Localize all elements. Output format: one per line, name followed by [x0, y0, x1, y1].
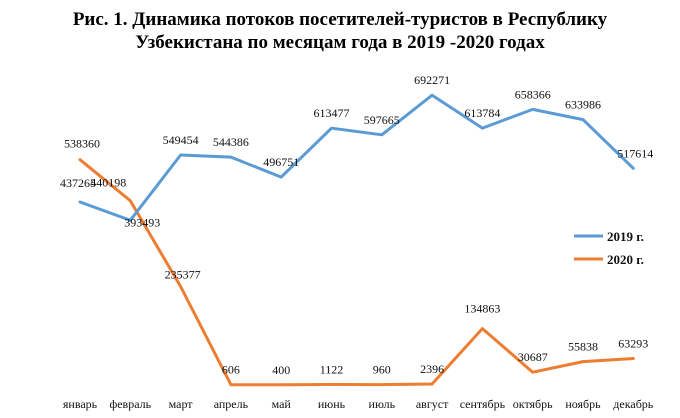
data-label: 55838: [568, 340, 598, 354]
x-tick-label: июнь: [318, 397, 346, 411]
chart-title-line-2: Узбекистана по месяцам года в 2019 -2020…: [135, 32, 545, 53]
x-tick-label: август: [416, 397, 449, 411]
x-tick-label: ноябрь: [565, 397, 601, 411]
data-label: 235377: [165, 268, 201, 282]
data-label: 538360: [64, 137, 100, 151]
x-tick-label: сентябрь: [460, 397, 506, 411]
data-label: 440198: [90, 176, 126, 190]
x-tick-label: июль: [369, 397, 396, 411]
data-label: 30687: [518, 350, 548, 364]
data-label: 613477: [314, 106, 350, 120]
x-tick-label: май: [272, 397, 292, 411]
data-label: 437265: [60, 176, 96, 190]
data-label: 517614: [617, 146, 653, 160]
legend-label: 2019 г.: [607, 229, 644, 244]
data-label: 1122: [320, 363, 344, 377]
data-label: 549454: [163, 133, 199, 147]
data-label: 134863: [464, 302, 500, 316]
x-tick-label: апрель: [214, 397, 249, 411]
data-labels: 437265 393493 549454 544386 496751 613477 5976…: [60, 73, 653, 377]
x-tick-label: октябрь: [513, 397, 553, 411]
series-line-2020: [78, 158, 635, 387]
data-label: 63293: [618, 337, 648, 351]
data-label: 400: [272, 363, 290, 377]
data-label: 597665: [364, 113, 400, 127]
chart-title: Рис. 1. Динамика потоков посетителей-тур…: [0, 8, 680, 54]
data-label: 633986: [565, 98, 601, 112]
data-label: 2396: [420, 362, 444, 376]
data-label: 606: [222, 363, 240, 377]
data-label: 658366: [515, 87, 551, 101]
series-line-2019: [78, 93, 635, 222]
x-tick-label: январь: [63, 397, 98, 411]
series-2019: [78, 93, 635, 222]
data-label: 544386: [213, 135, 249, 149]
x-tick-labels: январь февраль март апрель май июнь июль август…: [63, 397, 654, 411]
legend-label: 2020 г.: [607, 252, 644, 267]
data-label: 613784: [464, 106, 500, 120]
data-label: 692271: [414, 73, 450, 87]
data-label: 393493: [124, 215, 160, 229]
chart-title-line-1: Рис. 1. Динамика потоков посетителей-тур…: [72, 9, 608, 30]
x-tick-label: февраль: [109, 397, 151, 411]
x-tick-label: декабрь: [613, 397, 654, 411]
data-label: 496751: [263, 155, 299, 169]
data-label: 960: [373, 363, 391, 377]
series-2020: [78, 158, 635, 387]
x-tick-label: март: [169, 397, 194, 411]
legend: 2019 г. 2020 г.: [574, 229, 644, 267]
